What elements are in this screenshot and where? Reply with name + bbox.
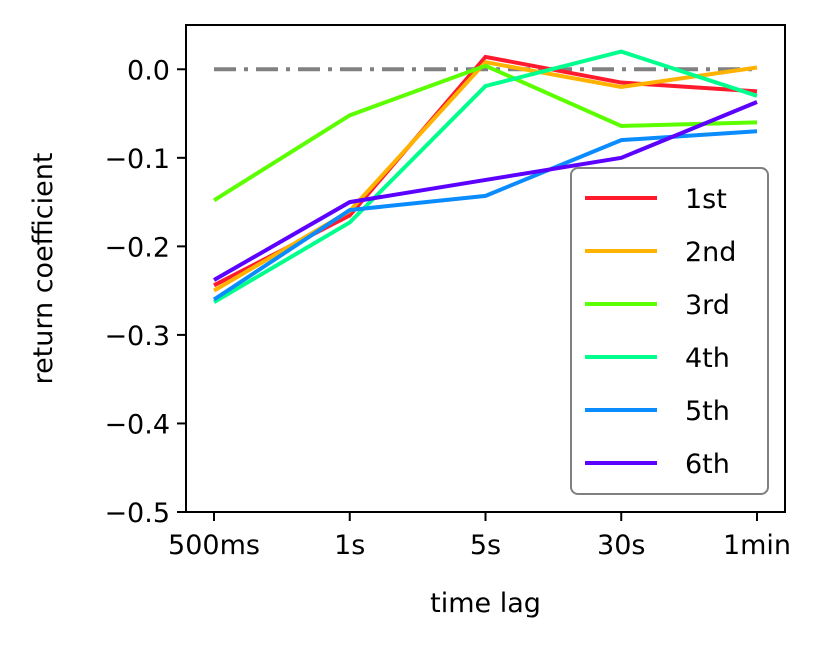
x-tick-label: 1min xyxy=(723,530,791,561)
series-line-4th xyxy=(212,49,758,304)
legend-box xyxy=(570,167,769,495)
x-tick-label: 1s xyxy=(334,530,365,561)
x-tick-label: 5s xyxy=(470,530,501,561)
legend: 1st 2nd 3rd 4th 5th 6th xyxy=(570,167,769,495)
legend-label: 6th xyxy=(685,449,730,480)
y-tick-label: −0.1 xyxy=(104,144,170,175)
y-tick-label: −0.4 xyxy=(104,409,170,440)
series-line-6th xyxy=(213,100,758,282)
legend-label: 1st xyxy=(685,184,727,215)
x-tick-label: 30s xyxy=(597,530,645,561)
y-tick-label: −0.2 xyxy=(104,232,170,263)
y-tick-label: 0.0 xyxy=(127,55,170,86)
y-tick-label: −0.3 xyxy=(104,321,170,352)
legend-label: 2nd xyxy=(685,237,736,268)
legend-label: 5th xyxy=(685,396,730,427)
x-axis-title: time lag xyxy=(430,588,541,619)
series-line-3rd xyxy=(212,63,758,203)
y-axis-title: return coefficient xyxy=(28,153,59,385)
x-tick-label: 500ms xyxy=(168,530,260,561)
legend-label: 3rd xyxy=(685,290,730,321)
legend-label: 4th xyxy=(685,343,730,374)
y-tick-label: −0.5 xyxy=(104,498,170,529)
